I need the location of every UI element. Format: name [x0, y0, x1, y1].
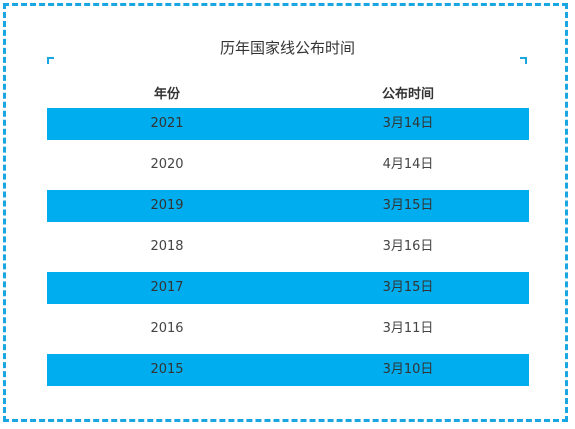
cell-date: 3月11日: [382, 321, 434, 336]
table-row: 2021 3月14日: [47, 108, 529, 149]
table-row: 2020 4月14日: [47, 149, 529, 190]
table-row: 2016 3月11日: [47, 313, 529, 354]
row-stripe: [47, 272, 529, 304]
cell-year: 2021: [150, 116, 184, 131]
table-title: 历年国家线公布时间: [219, 39, 355, 57]
header-year: 年份: [153, 86, 180, 102]
corner-bracket-right: [520, 57, 527, 64]
cell-date: 3月10日: [382, 362, 434, 377]
cell-year: 2020: [150, 157, 184, 172]
cell-date: 3月15日: [382, 198, 434, 213]
corner-bracket-left: [47, 57, 54, 64]
table-row: 2019 3月15日: [47, 190, 529, 231]
cell-year: 2016: [150, 321, 184, 336]
cell-date: 3月16日: [382, 239, 434, 254]
cell-year: 2019: [150, 198, 184, 213]
header-release-date: 公布时间: [381, 86, 434, 102]
table-row: 2017 3月15日: [47, 272, 529, 313]
row-stripe: [47, 108, 529, 140]
row-stripe: [47, 190, 529, 222]
cell-year: 2017: [150, 280, 184, 295]
table-row: 2015 3月10日: [47, 354, 529, 395]
row-stripe: [47, 354, 529, 386]
release-dates-table: 年份 公布时间 2021 3月14日 2020 4月14日 2019 3月15日…: [47, 76, 529, 395]
cell-date: 4月14日: [382, 157, 434, 172]
cell-date: 3月14日: [382, 116, 434, 131]
cell-date: 3月15日: [382, 280, 434, 295]
cell-year: 2018: [150, 239, 184, 254]
cell-year: 2015: [150, 362, 184, 377]
table-header-row: 年份 公布时间: [47, 76, 529, 108]
table-row: 2018 3月16日: [47, 231, 529, 272]
